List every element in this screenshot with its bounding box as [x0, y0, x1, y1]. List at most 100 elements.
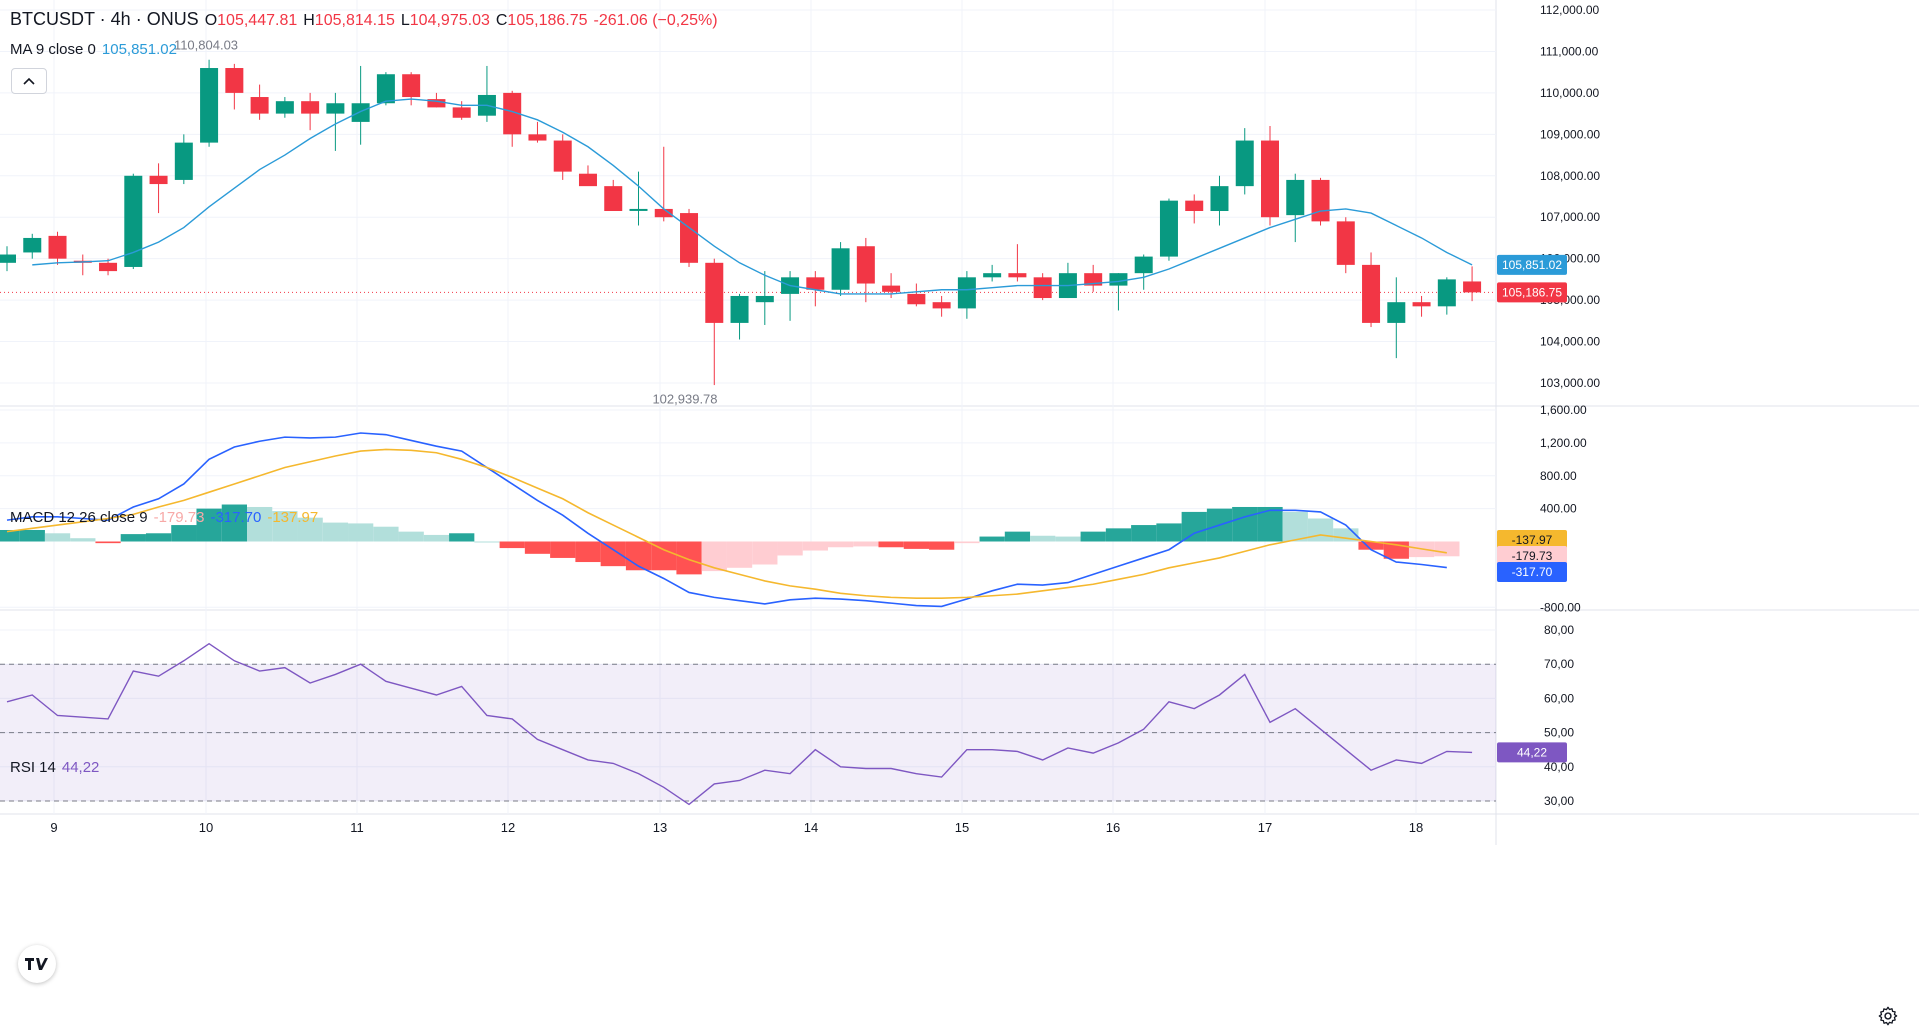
macd-hist-bar: [1105, 528, 1132, 542]
price-tick-label: 112,000.00: [1540, 3, 1599, 17]
rsi-legend-label: RSI 14: [10, 759, 56, 776]
signal-value: -137.97: [267, 509, 319, 526]
gear-icon[interactable]: [1877, 1005, 1899, 1027]
macd-hist-bar: [1131, 525, 1157, 542]
high-label-text: H: [303, 12, 315, 29]
collapse-legend-button[interactable]: [11, 68, 47, 94]
price-tick-label: 104,000.00: [1540, 335, 1600, 349]
axis-tags: 105,851.02 105,186.75 -137.97 -179.73 -317.7…: [1497, 254, 1567, 763]
time-tick-label: 12: [501, 820, 515, 835]
last-price-tag-bg: [1497, 282, 1567, 303]
macd-hist-bar: [398, 531, 424, 542]
macd-tick-label: 1,600.00: [1540, 403, 1587, 417]
candle-body: [1261, 140, 1279, 218]
macd-hist-bar: [423, 534, 450, 542]
macd-hist-bar: [221, 504, 247, 542]
time-tick-label: 16: [1106, 820, 1120, 835]
price-tick-label: 110,000.00: [1540, 86, 1599, 100]
macd-hist-bar: [752, 541, 778, 565]
candle-body: [907, 293, 926, 305]
time-tick-label: 10: [199, 820, 213, 835]
macd-hist-bar: [145, 533, 172, 542]
candle-body: [629, 208, 648, 211]
candle-body: [1463, 281, 1482, 293]
candle-body: [730, 295, 749, 323]
time-tick-label: 15: [955, 820, 969, 835]
price-tick-label: 103,000.00: [1540, 376, 1600, 390]
candle-body: [705, 262, 724, 323]
candle-body: [48, 235, 67, 259]
candle-body: [856, 246, 875, 284]
candle-body: [225, 68, 244, 93]
macd-hist-bar: [979, 536, 1005, 542]
time-tick-label: 9: [50, 820, 57, 835]
macd-tick-label: 400.00: [1540, 502, 1577, 516]
candle-body: [99, 262, 118, 272]
macd-hist-bar: [348, 523, 374, 542]
signal-line: [6, 448, 1447, 600]
macd-hist-bar: [827, 541, 854, 548]
macd-hist-bar: [929, 541, 955, 550]
candle-body: [452, 107, 471, 118]
macd-hist-bar: [1181, 511, 1207, 542]
candle-body: [427, 99, 446, 108]
ma-price-tag-bg: [1497, 254, 1567, 275]
macd-hist-bar: [575, 541, 601, 563]
rsi-legend[interactable]: RSI 14 44,22: [10, 759, 105, 776]
tradingview-logo[interactable]: [18, 945, 56, 983]
candle-body: [1134, 256, 1153, 274]
macd-hist-bar: [373, 526, 399, 542]
macd-hist-bar: [726, 541, 753, 568]
open-value: 105,447.81: [217, 12, 298, 29]
macd-value: -317.70: [210, 509, 262, 526]
ma-line: [32, 98, 1473, 295]
macd-hist-bar: [1232, 506, 1258, 542]
macd-hist-bar: [19, 529, 45, 542]
candle-body: [326, 103, 345, 114]
candle-body: [1210, 186, 1229, 212]
candle-body: [755, 295, 774, 303]
macd-tag-bg: [1497, 562, 1567, 582]
time-tick-label: 14: [804, 820, 818, 835]
last-price-tag: 105,186.75: [1502, 285, 1562, 299]
macd-hist-bar: [1080, 531, 1106, 542]
ma-price-tag: 105,851.02: [1502, 258, 1562, 272]
macd-hist-bar: [70, 538, 96, 542]
macd-hist-bar: [524, 541, 551, 554]
close-label-text: C: [495, 12, 508, 29]
candle-body: [1159, 200, 1178, 257]
macd-hist-bar: [1055, 536, 1081, 542]
candle-body: [301, 101, 320, 114]
candle-body: [124, 175, 143, 267]
macd-hist-bar: [802, 541, 828, 551]
macd-hist-bar: [777, 541, 803, 556]
ma-legend[interactable]: MA 9 close 0 105,851.02: [10, 41, 183, 58]
candle-body: [351, 103, 370, 122]
candle-body: [1033, 277, 1052, 299]
signal-tag-bg: [1497, 530, 1567, 550]
low-label: 102,939.78: [652, 392, 717, 407]
macd-hist-bar: [676, 541, 702, 575]
time-axis: 9 10 11 12 13 14 15 16 17 18: [50, 820, 1423, 835]
candle-body: [983, 273, 1002, 278]
open-label: O: [204, 12, 218, 29]
price-tick-label: 108,000.00: [1540, 169, 1600, 183]
candle-body: [654, 208, 673, 218]
hist-tag-bg: [1497, 546, 1567, 566]
symbol-title[interactable]: BTCUSDT · 4h · ONUS: [10, 9, 199, 29]
macd-hist-bar: [903, 541, 930, 549]
price-axes: 103,000.00104,000.00105,000.00106,000.00…: [1540, 3, 1600, 808]
candle-body: [1235, 140, 1254, 187]
price-legend: BTCUSDT · 4h · ONUS O105,447.81 H105,814.1…: [10, 9, 724, 30]
macd-hist-bar: [1030, 535, 1056, 542]
macd-hist-bar: [1282, 511, 1308, 542]
macd-hist-bar: [1434, 541, 1460, 557]
chevron-up-icon: [23, 77, 35, 85]
tradingview-logo-icon: [25, 958, 48, 970]
change-value: -261.06 (−0,25%): [593, 12, 718, 29]
macd-tick-label: -800.00: [1540, 600, 1581, 614]
macd-legend[interactable]: MACD 12 26 close 9 -179.73 -317.70 -137.97: [10, 509, 324, 526]
macd-hist-bar: [449, 533, 475, 542]
rsi-line: [6, 642, 1473, 806]
